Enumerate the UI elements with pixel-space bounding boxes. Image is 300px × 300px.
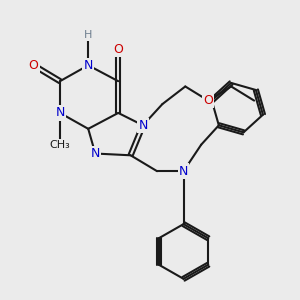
Text: N: N [138,119,148,132]
Text: N: N [55,106,65,119]
Text: H: H [84,30,92,40]
Text: N: N [91,147,100,160]
Text: N: N [179,165,188,178]
Text: O: O [28,59,38,72]
Text: CH₃: CH₃ [50,140,70,150]
Text: O: O [203,94,213,107]
Text: N: N [83,59,93,72]
Text: O: O [113,43,123,56]
